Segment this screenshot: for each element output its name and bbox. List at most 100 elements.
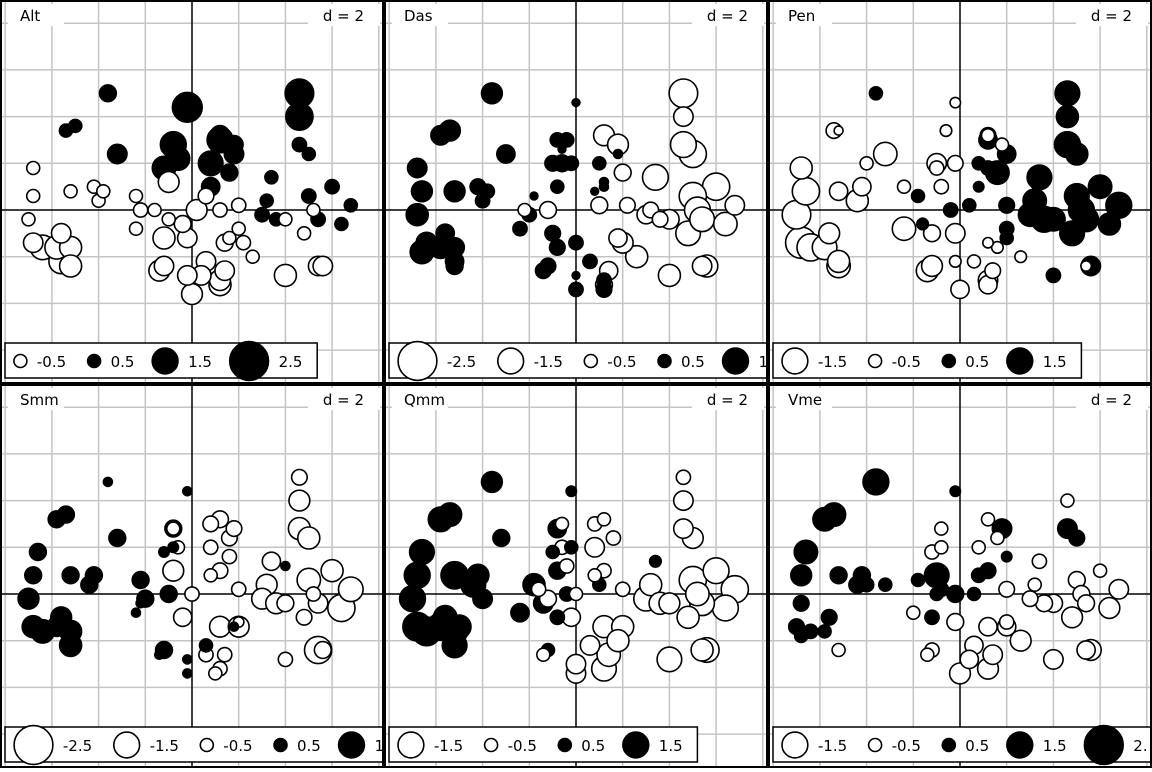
data-point [135,598,146,609]
legend-label: -0.5 [892,353,921,371]
legend-label: 1.5 [188,353,212,371]
data-point [1108,578,1130,600]
data-point [1021,590,1039,608]
data-point [812,506,838,532]
data-point [563,155,580,172]
data-point [946,154,964,172]
legend-symbol [781,731,809,759]
data-point [264,170,279,185]
data-point [612,148,624,160]
legend-label: -0.5 [508,737,537,755]
panel-title-box [776,4,832,26]
data-point [1063,182,1090,210]
data-point [651,210,669,228]
scale-label: d = 2 [707,391,748,409]
data-point [916,217,930,231]
data-point [492,528,511,548]
panel-das: Das d = 2 -2.5 -1.5 -0.5 0.5 1 [384,0,768,384]
data-point [278,212,293,227]
legend-label: 1.5 [1043,737,1067,755]
data-point [944,222,966,244]
data-point [1076,594,1096,613]
data-point [946,584,965,604]
data-point [50,222,72,244]
data-point [982,644,1004,666]
data-point [949,485,962,498]
data-point [166,521,181,536]
scale-label-box [692,388,764,410]
data-point [980,128,996,143]
data-point [550,179,565,194]
data-point [176,264,198,286]
data-point [684,581,710,607]
panel-frame [0,0,384,384]
legend-label: 2.5 [279,353,303,371]
data-point [152,226,176,250]
data-point [826,249,851,274]
data-point [946,612,965,632]
data-point [1055,104,1080,129]
data-point [971,156,986,171]
data-point [208,666,223,681]
data-point [1014,250,1028,264]
data-point [998,614,1015,630]
legend-symbol [941,353,957,369]
data-point [984,262,1002,280]
legend-symbol [657,353,672,369]
data-point [529,191,539,201]
data-point [691,255,713,277]
data-point [517,202,532,218]
data-point [80,575,99,594]
data-point [596,272,612,288]
legend-label: 0.5 [297,737,321,755]
panel-alt: Alt d = 2 -0.5 0.5 1.5 2.5 [0,0,384,384]
data-point [21,212,36,227]
data-point [571,97,581,108]
legend-symbol [273,737,288,753]
data-point [934,540,949,555]
data-point [512,220,528,237]
data-point [1000,550,1013,563]
panel-smm: Smm d = 2 -2.5 -1.5 -0.5 0.5 1 [0,384,384,768]
data-point [545,544,560,560]
data-point [962,198,977,213]
data-point [180,282,204,306]
data-point [403,561,431,590]
legend: -2.5 -1.5 -0.5 0.5 1 [4,724,384,766]
legend-label: 0.5 [581,737,605,755]
legend-label: -1.5 [434,737,463,755]
legend-label: 0.5 [111,353,135,371]
legend-symbol [1006,347,1034,375]
data-point [544,224,562,242]
data-point [1068,529,1086,547]
data-point [410,180,434,203]
data-point [301,146,317,162]
data-point [579,634,601,656]
data-point [1009,629,1032,652]
data-point [571,270,581,281]
legend-label: -1.5 [818,737,847,755]
data-point [878,577,893,592]
data-point [312,255,334,277]
legend-label: -2.5 [63,737,92,755]
data-point [277,651,294,668]
data-point [1017,202,1043,228]
data-point [131,570,150,590]
data-point [831,642,846,658]
data-point [1064,142,1089,166]
data-point [668,78,699,109]
data-point [614,581,631,598]
data-point [920,254,944,278]
data-point [789,156,814,180]
data-point [288,489,311,512]
scale-label: d = 2 [323,391,364,409]
panel-title: Qmm [404,391,445,409]
data-point [1031,553,1048,570]
data-point [182,654,193,665]
data-point [711,594,740,622]
scale-label-box [692,4,764,26]
data-point [197,150,224,177]
data-point [939,124,953,138]
data-point [565,485,578,498]
data-point [220,163,239,182]
